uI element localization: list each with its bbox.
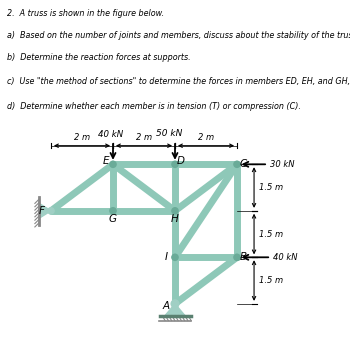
Circle shape: [234, 161, 240, 167]
Text: 2.  A truss is shown in the figure below.: 2. A truss is shown in the figure below.: [7, 9, 164, 18]
Circle shape: [172, 254, 178, 261]
Circle shape: [172, 208, 178, 214]
Circle shape: [48, 208, 54, 214]
Text: 2 m: 2 m: [198, 133, 214, 142]
Text: 1.5 m: 1.5 m: [259, 276, 283, 285]
Text: E: E: [103, 155, 110, 166]
Text: B: B: [240, 252, 247, 262]
Text: 2 m: 2 m: [136, 133, 152, 142]
Text: a)  Based on the number of joints and members, discuss about the stability of th: a) Based on the number of joints and mem…: [7, 31, 350, 40]
Polygon shape: [165, 304, 185, 315]
Text: 2 m: 2 m: [74, 133, 90, 142]
Text: 40 kN: 40 kN: [273, 253, 297, 262]
Text: F: F: [39, 206, 45, 216]
Text: 50 kN: 50 kN: [156, 129, 182, 138]
Text: D: D: [177, 155, 184, 166]
Text: b)  Determine the reaction forces at supports.: b) Determine the reaction forces at supp…: [7, 53, 191, 62]
Text: 1.5 m: 1.5 m: [259, 183, 283, 192]
Text: I: I: [165, 252, 168, 262]
Text: C: C: [239, 159, 247, 169]
Circle shape: [110, 161, 116, 167]
Text: 40 kN: 40 kN: [98, 130, 123, 139]
Circle shape: [110, 208, 116, 214]
Text: H: H: [171, 213, 179, 224]
Text: 30 kN: 30 kN: [270, 160, 294, 169]
Text: d)  Determine whether each member is in tension (T) or compression (C).: d) Determine whether each member is in t…: [7, 102, 301, 111]
Circle shape: [171, 300, 179, 308]
Text: c)  Use "the method of sections" to determine the forces in members ED, EH, and : c) Use "the method of sections" to deter…: [7, 77, 350, 86]
Text: 1.5 m: 1.5 m: [259, 229, 283, 239]
Polygon shape: [40, 204, 51, 218]
Circle shape: [234, 254, 240, 261]
Text: A: A: [163, 301, 170, 311]
Circle shape: [172, 161, 178, 167]
Text: G: G: [109, 213, 117, 224]
